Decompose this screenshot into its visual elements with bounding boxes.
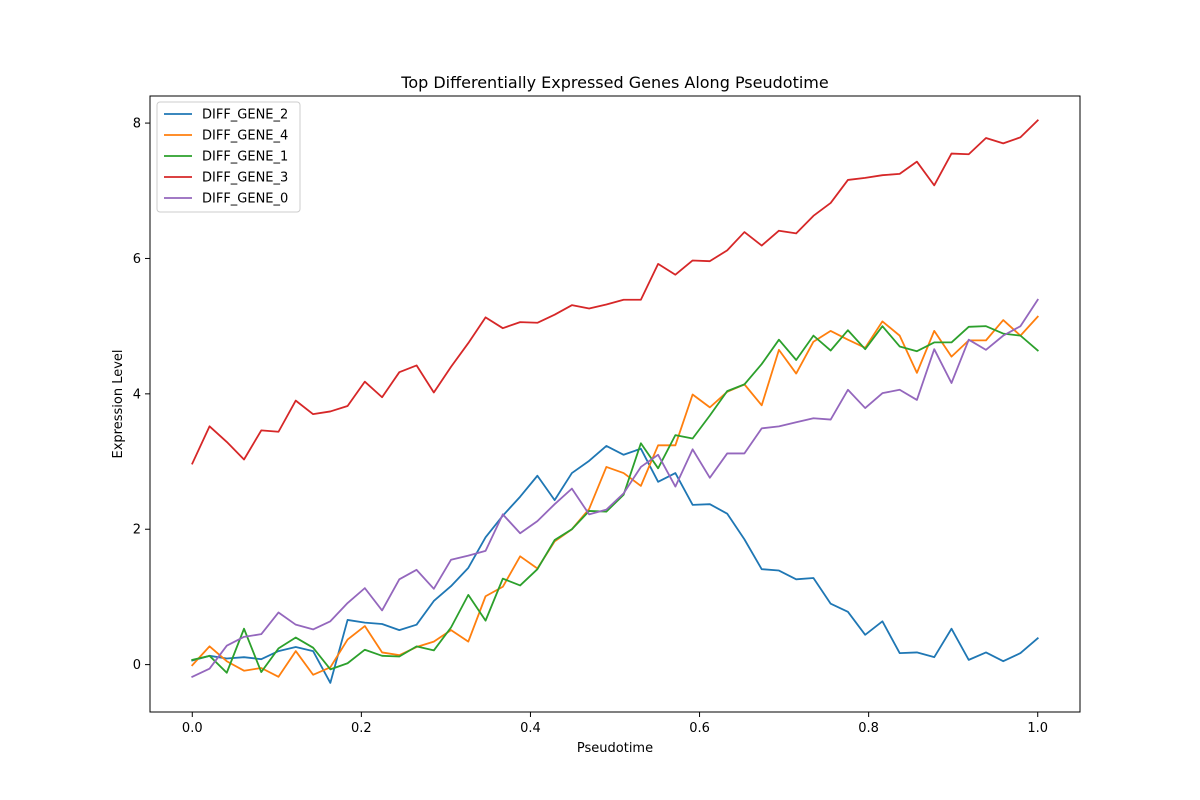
series-line-diff-gene-4 bbox=[190, 315, 1040, 678]
x-tick-label: 0.6 bbox=[689, 721, 710, 736]
legend: DIFF_GENE_2 DIFF_GENE_4 DIFF_GENE_1 DIFF_GE… bbox=[156, 101, 301, 213]
x-tick-label: 0.0 bbox=[182, 721, 203, 736]
chart-title: Top Differentially Expressed Genes Along… bbox=[400, 73, 828, 92]
series-layer bbox=[190, 119, 1040, 684]
series-line-diff-gene-3 bbox=[191, 119, 1040, 465]
series-line-diff-gene-1 bbox=[191, 325, 1039, 674]
series-line-diff-gene-2 bbox=[191, 445, 1039, 684]
legend-label: DIFF_GENE_3 bbox=[202, 171, 288, 186]
x-axis: 0.0 0.2 0.4 0.6 0.8 1.0 bbox=[182, 712, 1048, 736]
x-axis-label: Pseudotime bbox=[577, 741, 653, 756]
legend-label: DIFF_GENE_1 bbox=[202, 150, 288, 165]
plot-area bbox=[149, 95, 1081, 713]
y-tick-label: 8 bbox=[133, 117, 141, 132]
y-tick-label: 2 bbox=[133, 523, 141, 538]
x-tick-label: 0.4 bbox=[520, 721, 541, 736]
legend-label: DIFF_GENE_0 bbox=[202, 192, 288, 207]
plot-frame bbox=[149, 95, 1081, 713]
y-axis: 0 2 4 6 8 bbox=[133, 117, 150, 673]
y-tick-label: 6 bbox=[133, 252, 141, 267]
x-tick-label: 0.2 bbox=[351, 721, 372, 736]
legend-label: DIFF_GENE_4 bbox=[202, 129, 288, 144]
y-axis-label: Expression Level bbox=[111, 349, 126, 458]
legend-box bbox=[156, 101, 301, 213]
x-tick-label: 0.8 bbox=[858, 721, 879, 736]
legend-label: DIFF_GENE_2 bbox=[202, 108, 288, 123]
y-tick-label: 0 bbox=[133, 658, 141, 673]
y-tick-label: 4 bbox=[133, 387, 141, 402]
series-line-diff-gene-0 bbox=[191, 298, 1039, 678]
x-tick-label: 1.0 bbox=[1027, 721, 1048, 736]
